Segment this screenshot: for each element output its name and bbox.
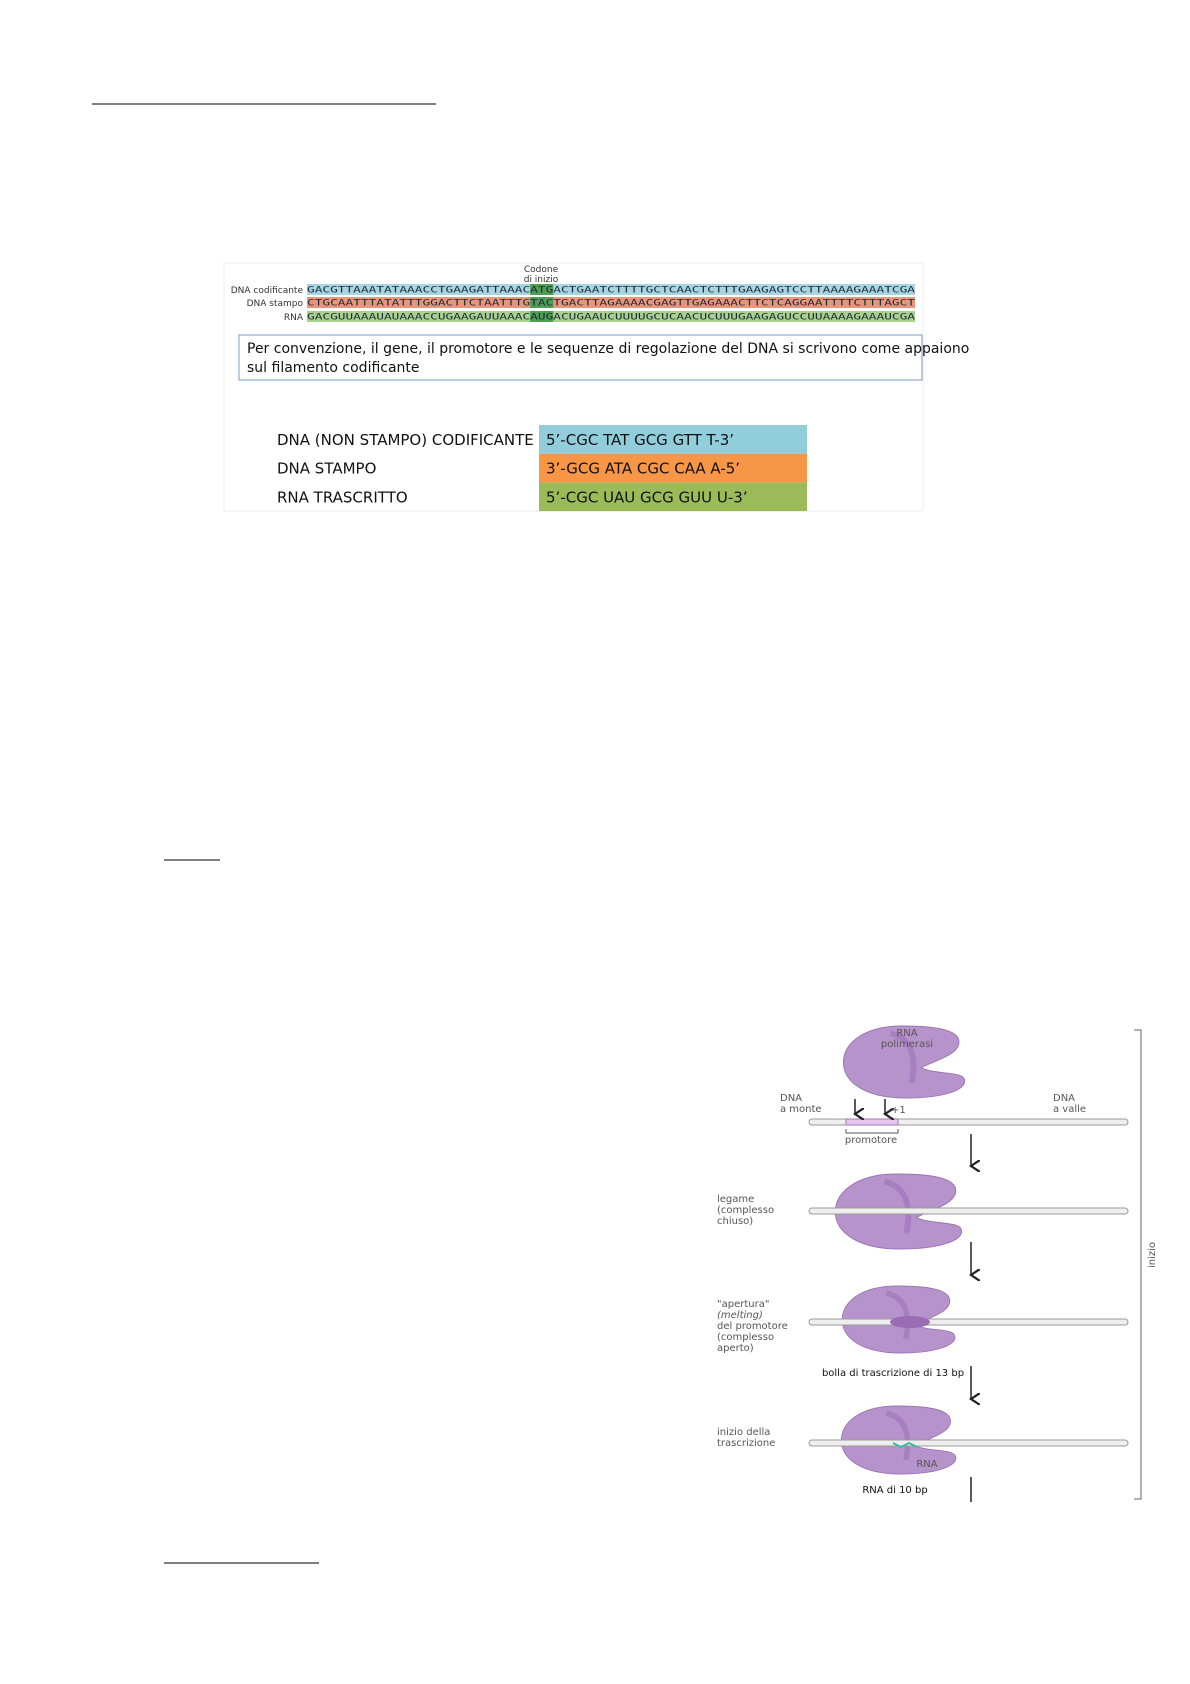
note-box [238,334,923,381]
table-sequence: 5’-CGC TAT GCG GTT T-3’ [546,431,734,449]
sequence-bar [307,311,915,322]
sequence: AUG [530,313,553,323]
sequence-figure: Codone di inizio Per convenzione, il gen… [223,262,969,512]
codon-label: di inizio [524,275,559,285]
sequence-bar [307,297,915,308]
table-sequence: 3’-GCG ATA CGC CAA A-5’ [546,460,740,478]
label: a valle [1053,1104,1086,1115]
label: "apertura" [717,1299,769,1310]
bubble [890,1316,930,1328]
row-label: DNA codificante [231,286,304,296]
label: RNA di 10 bp [862,1485,927,1496]
label: trascrizione [717,1438,775,1449]
transcription-diagram: RNA polimerasi DNA a monte DNA a valle +… [717,1026,1158,1502]
table-cell [539,482,807,512]
sequence: CTGCAATTTATATTTGGACTTCTAATTTG [307,299,530,309]
label: +1 [891,1105,906,1116]
dna [808,1207,1129,1215]
sequence: ACTGAATCTTTTGCTCAACTCTTTGAAGAGTCCTTAAAAG… [553,286,916,296]
codon-label: Codone [524,265,559,275]
label: a monte [780,1104,822,1115]
label: chiuso) [717,1216,753,1227]
table-label: DNA STAMPO [277,460,376,478]
label: DNA [780,1093,802,1104]
sequence: TGACTTAGAAAACGAGTTGAGAAACTTCTCAGGAATTTTC… [553,299,916,309]
label: (melting) [717,1310,763,1321]
promoter-region [845,1118,899,1126]
codon-highlight [530,284,554,295]
table-label: RNA TRASCRITTO [277,488,408,506]
label: del promotore [717,1321,788,1332]
sequence-bar [307,284,915,295]
label: promotore [845,1135,897,1146]
label: DNA [1053,1093,1075,1104]
codon-highlight [530,297,554,308]
sequence: ACUGAAUCUUUUGCUCAACUCUUUGAAGAGUCCUUAAAAG… [553,313,916,323]
label: inizio [1147,1242,1158,1268]
label: inizio della [717,1427,770,1438]
table-cell [539,425,807,454]
sequence: TAC [530,299,553,309]
bracket [1134,1029,1142,1500]
label: RNA [896,1028,917,1039]
dna [808,1439,1129,1447]
label: (complesso [717,1332,774,1343]
row-label: RNA [284,313,304,323]
row-label: DNA stampo [247,299,304,309]
sequence: GACGTTAAATATAAACCTGAAGATTAAAC [307,286,530,296]
label: (complesso [717,1205,774,1216]
note-text: Per convenzione, il gene, il promotore e… [247,341,969,357]
note-text: sul filamento codificante [247,360,420,376]
label: bolla di trascrizione di 13 bp [822,1368,964,1379]
dna [808,1318,1129,1326]
label: polimerasi [881,1039,933,1050]
label: RNA [916,1459,937,1470]
table-label: DNA (NON STAMPO) CODIFICANTE [277,431,534,449]
table-cell [539,453,807,483]
rna-strand [892,1441,918,1449]
sequence: GACGUUAAAUAUAAACCUGAAGAUUAAAC [307,313,530,323]
bracket [845,1129,899,1134]
label: legame [717,1194,754,1205]
codon-highlight [530,311,554,322]
label: aperto) [717,1343,754,1354]
table-sequence: 5’-CGC UAU GCG GUU U-3’ [546,488,748,506]
sequence: ATG [530,286,553,296]
